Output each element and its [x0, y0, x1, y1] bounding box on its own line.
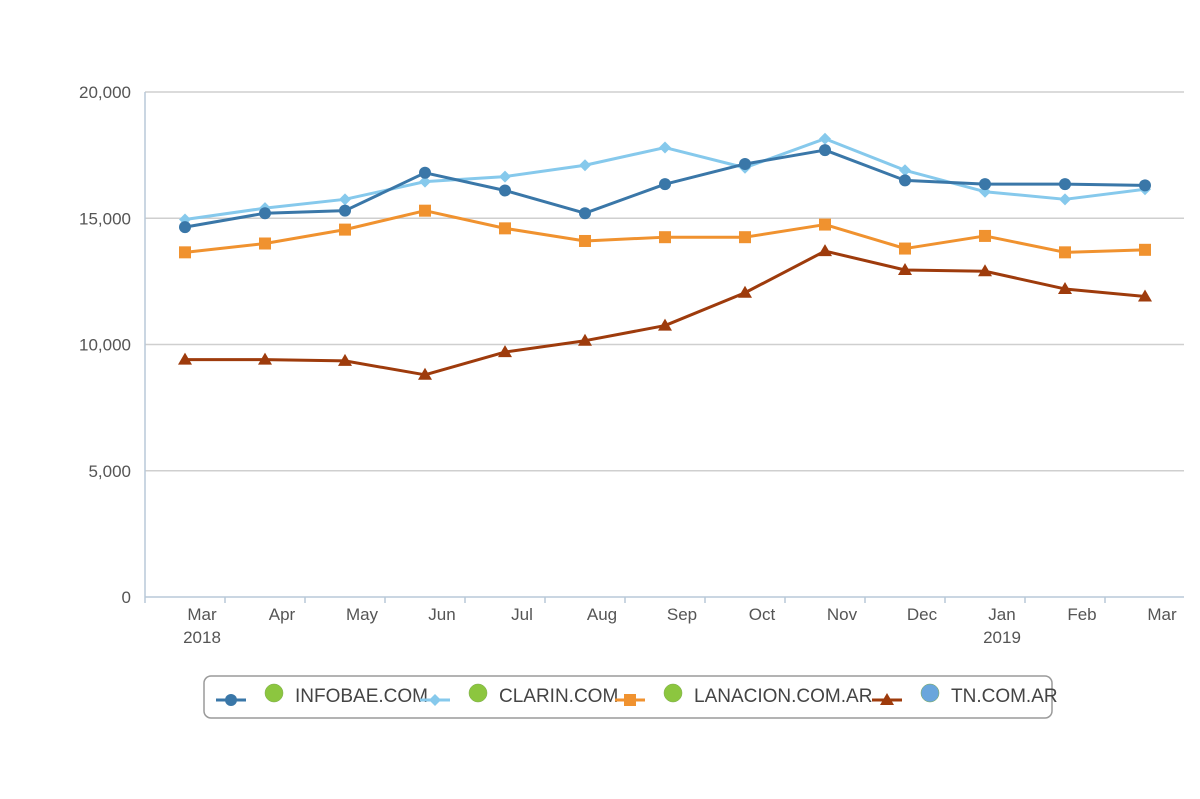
- x-tick-label: Jul: [511, 605, 533, 624]
- data-point[interactable]: [1059, 193, 1071, 206]
- x-tick-label: Mar: [187, 605, 217, 624]
- legend-marker-swatch: [624, 694, 636, 706]
- legend-status-dot: [920, 683, 940, 703]
- legend-status-dot: [468, 683, 488, 703]
- legend-marker-swatch: [880, 693, 894, 705]
- data-point[interactable]: [419, 204, 431, 217]
- legend-label: CLARIN.COM: [499, 686, 618, 707]
- legend-marker-swatch: [225, 694, 237, 706]
- grid-lines: [145, 91, 1184, 472]
- data-point[interactable]: [978, 264, 992, 277]
- data-point[interactable]: [499, 222, 511, 235]
- data-point[interactable]: [418, 367, 432, 380]
- data-point[interactable]: [899, 164, 911, 177]
- legend-status-dot: [264, 683, 284, 703]
- data-point[interactable]: [498, 345, 512, 358]
- legend-status-dot: [663, 683, 683, 703]
- data-point[interactable]: [898, 263, 912, 276]
- data-point[interactable]: [339, 204, 351, 217]
- data-point[interactable]: [419, 166, 431, 179]
- series-line: [185, 249, 1146, 377]
- legend-item-clarin-com[interactable]: CLARIN.COM: [420, 683, 618, 707]
- series-layer: [178, 132, 1152, 380]
- data-point[interactable]: [339, 223, 351, 236]
- legend-item-lanacion-com-ar[interactable]: LANACION.COM.AR: [615, 683, 872, 707]
- y-tick-label: 10,000: [79, 336, 131, 355]
- data-point[interactable]: [979, 178, 991, 191]
- data-point[interactable]: [179, 246, 191, 259]
- data-point[interactable]: [179, 221, 191, 234]
- x-tick-label: Dec: [907, 605, 938, 624]
- data-point[interactable]: [658, 318, 672, 331]
- legend-label: TN.COM.AR: [951, 686, 1058, 707]
- data-point[interactable]: [579, 159, 591, 172]
- y-tick-label: 20,000: [79, 83, 131, 102]
- data-point[interactable]: [739, 231, 751, 244]
- data-point[interactable]: [259, 207, 271, 220]
- data-point[interactable]: [579, 234, 591, 247]
- data-point[interactable]: [819, 132, 831, 145]
- x-year-label: 2019: [983, 628, 1021, 647]
- data-point[interactable]: [579, 207, 591, 220]
- data-point[interactable]: [1058, 281, 1072, 294]
- data-point[interactable]: [499, 170, 511, 183]
- axes: 0 5,000 10,000 15,000 20,000 Mar 2018 Apr May Jun…: [79, 83, 1184, 647]
- data-point[interactable]: [659, 231, 671, 244]
- data-point[interactable]: [818, 244, 832, 257]
- x-tick-label: Jan: [988, 605, 1015, 624]
- y-tick-label: 15,000: [79, 209, 131, 228]
- legend-item-tn-com-ar[interactable]: TN.COM.AR: [872, 683, 1058, 707]
- x-tick-label: Mar: [1147, 605, 1177, 624]
- legend-marker-swatch: [429, 694, 441, 706]
- y-tick-label: 5,000: [88, 462, 131, 481]
- data-point[interactable]: [1059, 178, 1071, 191]
- data-point[interactable]: [899, 242, 911, 255]
- series-lanacion-com-ar: [179, 204, 1151, 259]
- x-tick-label: Nov: [827, 605, 858, 624]
- legend[interactable]: INFOBAE.COM CLARIN.COM LANACION.COM.AR TN.C…: [203, 675, 1058, 719]
- data-point[interactable]: [1139, 179, 1151, 192]
- legend-label: LANACION.COM.AR: [694, 686, 872, 707]
- data-point[interactable]: [979, 229, 991, 242]
- data-point[interactable]: [819, 144, 831, 157]
- data-point[interactable]: [739, 157, 751, 170]
- data-point[interactable]: [178, 352, 192, 365]
- data-point[interactable]: [499, 184, 511, 197]
- x-tick-label: Feb: [1067, 605, 1096, 624]
- data-point[interactable]: [1059, 246, 1071, 259]
- y-tick-label: 0: [122, 588, 131, 607]
- x-tick-label: Jun: [428, 605, 455, 624]
- x-tick-label: Sep: [667, 605, 697, 624]
- data-point[interactable]: [419, 175, 431, 188]
- x-tick-label: Apr: [269, 605, 296, 624]
- data-point[interactable]: [338, 353, 352, 366]
- x-tick-label: Oct: [749, 605, 776, 624]
- data-point[interactable]: [899, 174, 911, 187]
- x-year-label: 2018: [183, 628, 221, 647]
- legend-label: INFOBAE.COM: [295, 686, 428, 707]
- data-point[interactable]: [1138, 289, 1152, 302]
- legend-item-infobae-com[interactable]: INFOBAE.COM: [216, 683, 428, 707]
- data-point[interactable]: [738, 285, 752, 298]
- x-tick-label: Aug: [587, 605, 617, 624]
- data-point[interactable]: [578, 333, 592, 346]
- data-point[interactable]: [659, 178, 671, 191]
- data-point[interactable]: [339, 193, 351, 206]
- series-tn-com-ar: [178, 244, 1152, 380]
- data-point[interactable]: [258, 352, 272, 365]
- series-infobae-com: [179, 144, 1151, 234]
- x-tick-label: May: [346, 605, 379, 624]
- data-point[interactable]: [819, 218, 831, 231]
- data-point[interactable]: [259, 237, 271, 250]
- data-point[interactable]: [1139, 243, 1151, 256]
- data-point[interactable]: [659, 141, 671, 154]
